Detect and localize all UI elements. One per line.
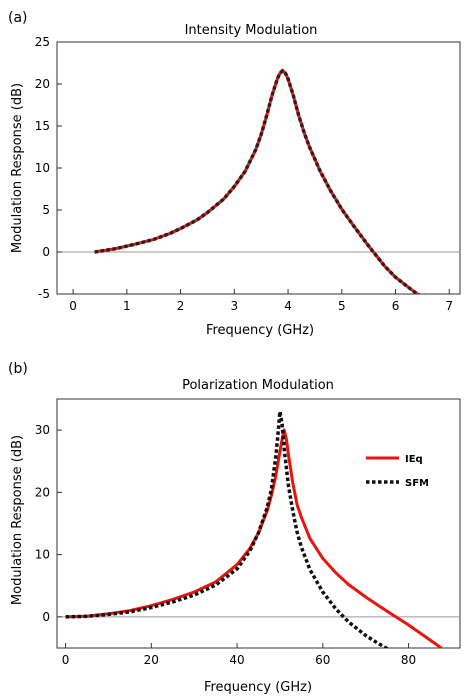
- panel-b-xtick-label: 80: [401, 653, 416, 667]
- panel-a-title: Intensity Modulation: [185, 23, 318, 38]
- panel-b-ytick-label: 10: [35, 548, 50, 562]
- panel-a-ticks: 0 1 2 3 4 5 6 7 -5 0 5 10 15 20 25: [35, 35, 453, 313]
- panel-a-ytick-label: 20: [35, 77, 50, 91]
- panel-a-xtick-label: 5: [338, 299, 346, 313]
- panel-b-label: (b): [8, 361, 28, 377]
- panel-a-label: (a): [8, 10, 28, 26]
- panel-a: (a) Intensity Modulation 0 1 2 3 4 5 6 7 -5 0 5 10 1…: [8, 10, 461, 338]
- panel-a-xtick-label: 1: [123, 299, 131, 313]
- panel-a-xtick-label: 7: [445, 299, 453, 313]
- panel-a-xtick-label: 3: [230, 299, 238, 313]
- panel-b-series-sfm-line: [65, 409, 390, 648]
- legend-label-ieq: IEq: [405, 454, 423, 465]
- panel-b-frame: [56, 398, 461, 649]
- panel-a-ytick-label: 0: [42, 245, 50, 259]
- panel-a-ylabel: Modulation Response (dB): [10, 83, 25, 253]
- panel-a-ytick-label: 5: [42, 203, 50, 217]
- panel-b-legend: IEq SFM: [366, 454, 429, 489]
- panel-a-series-1-line: [94, 68, 421, 294]
- panel-a-series: [94, 68, 421, 294]
- panel-b-ylabel: Modulation Response (dB): [10, 435, 25, 605]
- panel-b-series-ieq-line: [65, 428, 444, 648]
- panel-a-xtick-label: 0: [69, 299, 77, 313]
- legend-label-sfm: SFM: [405, 478, 429, 489]
- panel-a-ytick-label: 15: [35, 119, 50, 133]
- panel-b: (b) Polarization Modulation 0 20 40 60 80 0 10…: [8, 361, 461, 695]
- panel-b-xtick-label: 0: [62, 653, 70, 667]
- panel-b-xtick-label: 60: [315, 653, 330, 667]
- panel-a-frame: [56, 41, 461, 295]
- panel-b-ytick-label: 30: [35, 423, 50, 437]
- panel-b-ticks: 0 20 40 60 80 0 10 20 30: [35, 423, 416, 667]
- panel-a-ytick-label: 10: [35, 161, 50, 175]
- panel-a-xtick-label: 2: [177, 299, 185, 313]
- panel-b-title: Polarization Modulation: [182, 378, 334, 393]
- panel-b-ytick-label: 20: [35, 485, 50, 499]
- panel-a-ytick-label: -5: [38, 287, 50, 301]
- panel-a-xtick-label: 6: [392, 299, 400, 313]
- panel-b-xtick-label: 40: [229, 653, 244, 667]
- panel-b-ytick-label: 0: [42, 610, 50, 624]
- panel-a-series-0-line: [94, 69, 421, 294]
- panel-b-series: [65, 409, 444, 648]
- panel-b-xlabel: Frequency (GHz): [204, 680, 312, 695]
- panel-a-ytick-label: 25: [35, 35, 50, 49]
- panel-a-xlabel: Frequency (GHz): [206, 323, 314, 338]
- panel-a-xtick-label: 4: [284, 299, 292, 313]
- panel-b-xtick-label: 20: [144, 653, 159, 667]
